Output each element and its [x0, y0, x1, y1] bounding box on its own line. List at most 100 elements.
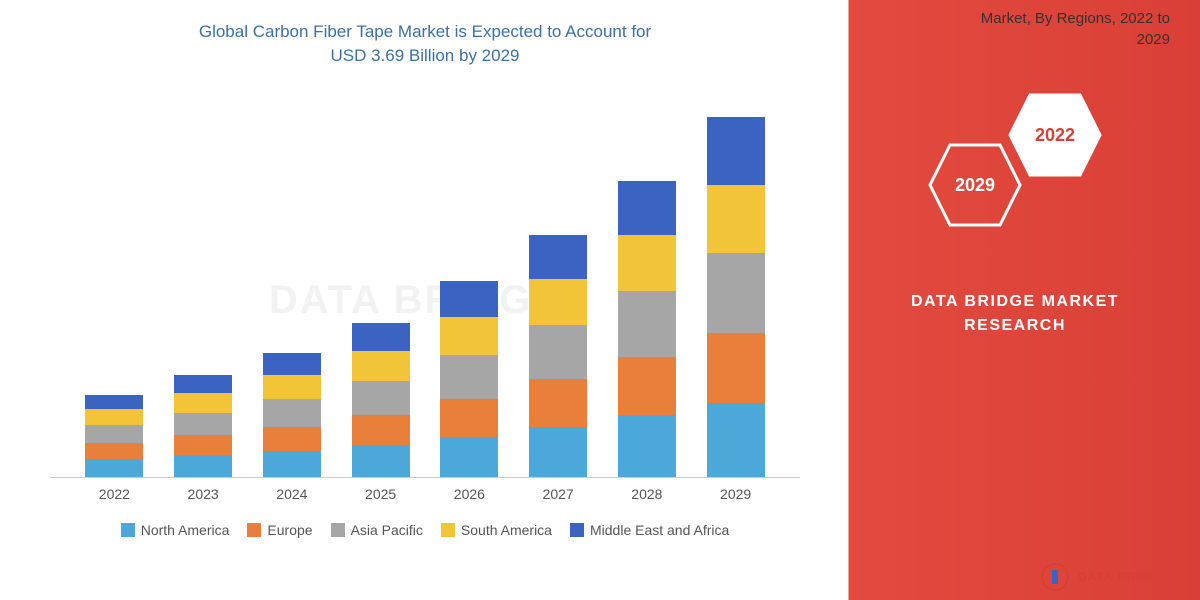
legend-swatch [331, 523, 345, 537]
bar-segment [618, 357, 676, 415]
legend-swatch [247, 523, 261, 537]
side-panel: Market, By Regions, 2022 to 2029 2029 20… [830, 0, 1200, 600]
x-axis-label: 2029 [701, 486, 771, 502]
x-axis-label: 2025 [346, 486, 416, 502]
bar-segment [529, 427, 587, 477]
bar-group [168, 375, 238, 477]
bar-segment [440, 399, 498, 437]
legend-item: Europe [247, 522, 312, 538]
bar-segment [263, 427, 321, 451]
bar-group [612, 181, 682, 477]
bar-segment [440, 281, 498, 317]
bar-segment [440, 355, 498, 399]
x-axis-label: 2026 [434, 486, 504, 502]
legend-label: Europe [267, 522, 312, 538]
stacked-bar [85, 395, 143, 477]
legend-label: Asia Pacific [351, 522, 423, 538]
bar-segment [618, 235, 676, 291]
chart-area: Global Carbon Fiber Tape Market is Expec… [0, 0, 830, 600]
legend-swatch [441, 523, 455, 537]
stacked-bar [529, 235, 587, 477]
bar-segment [174, 435, 232, 455]
side-title-line2: 2029 [1137, 31, 1170, 48]
bar-group [79, 395, 149, 477]
bar-segment [263, 353, 321, 375]
bar-segment [618, 415, 676, 477]
bar-segment [707, 253, 765, 333]
bar-segment [529, 325, 587, 379]
bar-segment [707, 185, 765, 253]
brand-line1: DATA BRIDGE MARKET [911, 293, 1119, 310]
bar-group [434, 281, 504, 477]
bar-segment [440, 437, 498, 477]
bar-segment [85, 425, 143, 443]
chart-title-line1: Global Carbon Fiber Tape Market is Expec… [199, 22, 651, 41]
bar-segment [263, 399, 321, 427]
x-axis-label: 2022 [79, 486, 149, 502]
x-axis-label: 2023 [168, 486, 238, 502]
stacked-bar [263, 353, 321, 477]
legend-swatch [570, 523, 584, 537]
bar-segment [263, 451, 321, 477]
brand-line2: RESEARCH [964, 317, 1066, 334]
bar-segment [174, 455, 232, 477]
footer-logo-icon [1040, 562, 1070, 592]
bar-group [257, 353, 327, 477]
legend-label: South America [461, 522, 552, 538]
legend-label: Middle East and Africa [590, 522, 729, 538]
stacked-bar [440, 281, 498, 477]
bar-segment [352, 381, 410, 415]
bar-segment [707, 333, 765, 403]
legend-swatch [121, 523, 135, 537]
brand-text: DATA BRIDGE MARKET RESEARCH [830, 290, 1200, 338]
x-axis-label: 2027 [523, 486, 593, 502]
hex-label-2022: 2022 [1035, 125, 1075, 146]
footer-logo-text: DATA BRIDGE [1078, 570, 1170, 584]
hexagon-2022: 2022 [1005, 90, 1105, 180]
bar-segment [85, 395, 143, 409]
bar-segment [85, 443, 143, 459]
x-axis-label: 2024 [257, 486, 327, 502]
side-title: Market, By Regions, 2022 to 2029 [830, 8, 1200, 50]
bar-segment [352, 351, 410, 381]
chart-title-line2: USD 3.69 Billion by 2029 [330, 46, 519, 65]
legend-item: Middle East and Africa [570, 522, 729, 538]
legend-item: Asia Pacific [331, 522, 423, 538]
bar-segment [618, 181, 676, 235]
bar-segment [618, 291, 676, 357]
stacked-bar [707, 117, 765, 477]
bar-group [346, 323, 416, 477]
bar-chart [50, 98, 800, 478]
bar-segment [85, 459, 143, 477]
bar-group [701, 117, 771, 477]
bar-segment [174, 413, 232, 435]
bar-segment [707, 117, 765, 185]
bar-segment [352, 445, 410, 477]
stacked-bar [174, 375, 232, 477]
legend-label: North America [141, 522, 230, 538]
bar-segment [263, 375, 321, 399]
legend-item: North America [121, 522, 230, 538]
stacked-bar [352, 323, 410, 477]
hex-label-2029: 2029 [955, 175, 995, 196]
legend-item: South America [441, 522, 552, 538]
bar-segment [707, 403, 765, 477]
chart-title: Global Carbon Fiber Tape Market is Expec… [50, 20, 800, 68]
hex-container: 2029 2022 [915, 90, 1115, 250]
bar-segment [352, 415, 410, 445]
x-axis-labels: 2022 2023 2024 2025 2026 2027 2028 2029 [50, 478, 800, 502]
bar-segment [174, 375, 232, 393]
x-axis-label: 2028 [612, 486, 682, 502]
chart-legend: North America Europe Asia Pacific South Ame… [50, 522, 800, 538]
footer-logo: DATA BRIDGE [1040, 562, 1170, 592]
main-container: Global Carbon Fiber Tape Market is Expec… [0, 0, 1200, 600]
side-title-line1: Market, By Regions, 2022 to [981, 10, 1170, 27]
stacked-bar [618, 181, 676, 477]
bar-group [523, 235, 593, 477]
bar-segment [529, 379, 587, 427]
bar-segment [174, 393, 232, 413]
bar-segment [529, 279, 587, 325]
bar-segment [529, 235, 587, 279]
bar-segment [352, 323, 410, 351]
bar-segment [85, 409, 143, 425]
